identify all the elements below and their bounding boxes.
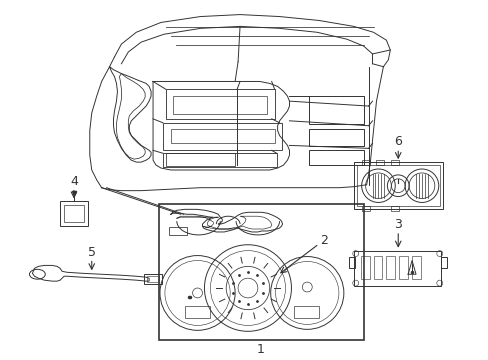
- Bar: [165, 89, 274, 119]
- Bar: [361, 206, 369, 211]
- Bar: [60, 202, 88, 226]
- Bar: [360, 256, 369, 279]
- Text: 5: 5: [87, 246, 96, 259]
- Text: 4: 4: [70, 175, 78, 188]
- Bar: [147, 276, 159, 282]
- Text: 2: 2: [320, 234, 327, 247]
- Text: 3: 3: [393, 217, 401, 231]
- Bar: [184, 306, 210, 318]
- Bar: [390, 206, 398, 211]
- Bar: [361, 160, 369, 165]
- Bar: [308, 96, 363, 124]
- Bar: [144, 274, 162, 284]
- Bar: [390, 160, 398, 165]
- Bar: [373, 256, 382, 279]
- Bar: [411, 256, 420, 279]
- Bar: [64, 206, 83, 222]
- Bar: [353, 251, 440, 286]
- Bar: [308, 150, 363, 165]
- Bar: [386, 256, 394, 279]
- Bar: [159, 204, 363, 340]
- Bar: [170, 129, 274, 143]
- Bar: [168, 227, 186, 235]
- Bar: [294, 306, 319, 318]
- Bar: [163, 123, 281, 150]
- Bar: [376, 160, 384, 165]
- Bar: [308, 129, 363, 147]
- Bar: [165, 153, 235, 166]
- Bar: [163, 153, 276, 167]
- Text: 1: 1: [256, 342, 264, 356]
- Bar: [356, 165, 439, 206]
- Bar: [172, 96, 266, 114]
- Text: 6: 6: [393, 135, 401, 148]
- Bar: [353, 162, 442, 209]
- Bar: [398, 256, 407, 279]
